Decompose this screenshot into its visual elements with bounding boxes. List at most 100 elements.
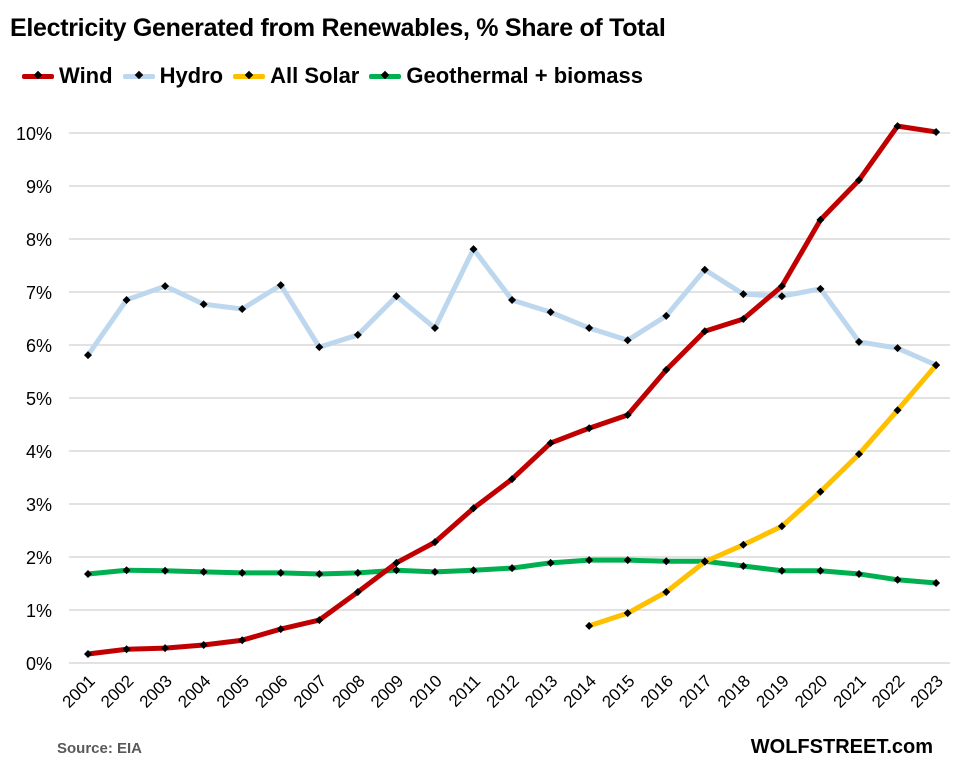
data-point-wind: [777, 282, 786, 291]
data-point-wind: [546, 439, 555, 448]
data-point-hydro: [855, 337, 863, 346]
data-point-hydro: [777, 292, 786, 301]
y-tick-label: 5%: [26, 389, 52, 409]
x-tick-label: 2011: [445, 671, 484, 710]
series-line-wind: [85, 123, 939, 657]
data-point-geothermal-biomass: [932, 578, 941, 587]
x-tick-label: 2003: [136, 671, 176, 711]
data-point-wind: [161, 644, 170, 653]
data-point-all-solar: [816, 487, 825, 496]
x-tick-label: 2020: [791, 671, 831, 711]
data-point-wind: [430, 538, 439, 547]
data-point-geothermal-biomass: [276, 568, 285, 577]
data-point-wind: [199, 640, 208, 649]
x-tick-label: 2013: [521, 671, 561, 711]
data-point-geothermal-biomass: [546, 558, 555, 567]
y-tick-label: 10%: [16, 124, 52, 144]
data-point-geothermal-biomass: [855, 569, 863, 578]
y-tick-label: 3%: [26, 495, 52, 515]
data-point-hydro: [122, 295, 131, 304]
legend-swatch-wind: [22, 70, 54, 80]
legend-item-wind: Wind: [22, 63, 113, 89]
data-point-hydro: [238, 304, 247, 313]
x-tick-label: 2017: [675, 671, 715, 711]
legend-item-solar: All Solar: [233, 63, 359, 89]
gridlines: [69, 132, 950, 664]
data-point-hydro: [392, 292, 401, 301]
data-point-geothermal-biomass: [816, 566, 825, 575]
x-axis-ticks: 2001200220032004200520062007200820092010…: [59, 671, 947, 711]
data-point-wind: [353, 587, 362, 596]
data-point-hydro: [739, 290, 748, 299]
data-point-geothermal-biomass: [739, 562, 748, 571]
data-point-all-solar: [932, 361, 941, 370]
data-point-geothermal-biomass: [585, 556, 594, 565]
legend-swatch-geothermal: [369, 70, 402, 80]
series-lines: [85, 123, 939, 657]
data-point-geothermal-biomass: [161, 566, 170, 575]
legend-label-hydro: Hydro: [159, 63, 224, 88]
data-point-hydro: [700, 265, 709, 274]
data-point-hydro: [199, 300, 208, 309]
data-point-geothermal-biomass: [122, 566, 131, 575]
data-point-wind: [238, 636, 247, 645]
y-tick-label: 4%: [26, 442, 52, 462]
data-point-wind: [855, 176, 863, 185]
data-point-geothermal-biomass: [238, 568, 247, 577]
data-point-wind: [315, 616, 324, 625]
y-tick-label: 0%: [26, 654, 52, 674]
series-line-hydro: [85, 246, 939, 368]
data-point-geothermal-biomass: [777, 566, 786, 575]
legend-swatch-solar: [233, 70, 266, 80]
source-note: Source: EIA: [57, 740, 143, 757]
data-point-hydro: [508, 295, 517, 304]
data-point-wind: [392, 558, 401, 567]
data-point-wind: [816, 215, 825, 224]
data-point-hydro: [276, 281, 285, 290]
legend-swatch-hydro: [122, 70, 155, 80]
data-point-all-solar: [662, 587, 671, 596]
data-point-hydro: [623, 336, 632, 345]
data-point-geothermal-biomass: [315, 569, 324, 578]
data-point-wind: [469, 504, 478, 513]
legend-label-wind: Wind: [59, 63, 113, 88]
data-point-wind: [276, 625, 285, 634]
y-tick-label: 6%: [26, 336, 52, 356]
x-tick-label: 2022: [868, 671, 908, 711]
chart-title: Electricity Generated from Renewables, %…: [10, 14, 666, 42]
data-point-geothermal-biomass: [199, 567, 208, 576]
data-point-geothermal-biomass: [469, 566, 478, 575]
data-point-hydro: [315, 343, 324, 352]
data-point-geothermal-biomass: [353, 568, 362, 577]
data-point-hydro: [161, 282, 170, 291]
legend-label-solar: All Solar: [270, 63, 360, 88]
data-point-hydro: [585, 324, 594, 333]
data-point-hydro: [893, 344, 902, 353]
x-tick-label: 2001: [59, 671, 99, 711]
x-tick-label: 2021: [830, 671, 870, 711]
x-tick-label: 2019: [753, 671, 793, 711]
data-point-wind: [122, 645, 131, 654]
data-point-wind: [893, 122, 902, 131]
data-point-hydro: [430, 324, 439, 333]
data-point-wind: [585, 424, 594, 433]
data-point-hydro: [662, 311, 671, 320]
data-point-geothermal-biomass: [84, 569, 92, 578]
x-tick-label: 2023: [907, 671, 947, 711]
data-point-all-solar: [739, 540, 748, 549]
x-tick-label: 2007: [290, 671, 330, 711]
data-point-hydro: [84, 351, 92, 360]
x-tick-label: 2005: [213, 671, 253, 711]
data-point-wind: [739, 315, 748, 324]
x-tick-label: 2010: [406, 671, 446, 711]
y-tick-label: 8%: [26, 230, 52, 250]
data-point-geothermal-biomass: [508, 564, 517, 573]
data-point-all-solar: [585, 621, 594, 630]
data-point-all-solar: [777, 522, 786, 531]
x-tick-label: 2016: [637, 671, 677, 711]
data-point-wind: [662, 365, 671, 374]
x-tick-label: 2015: [598, 671, 638, 711]
y-tick-label: 1%: [26, 601, 52, 621]
x-tick-label: 2018: [714, 671, 754, 711]
